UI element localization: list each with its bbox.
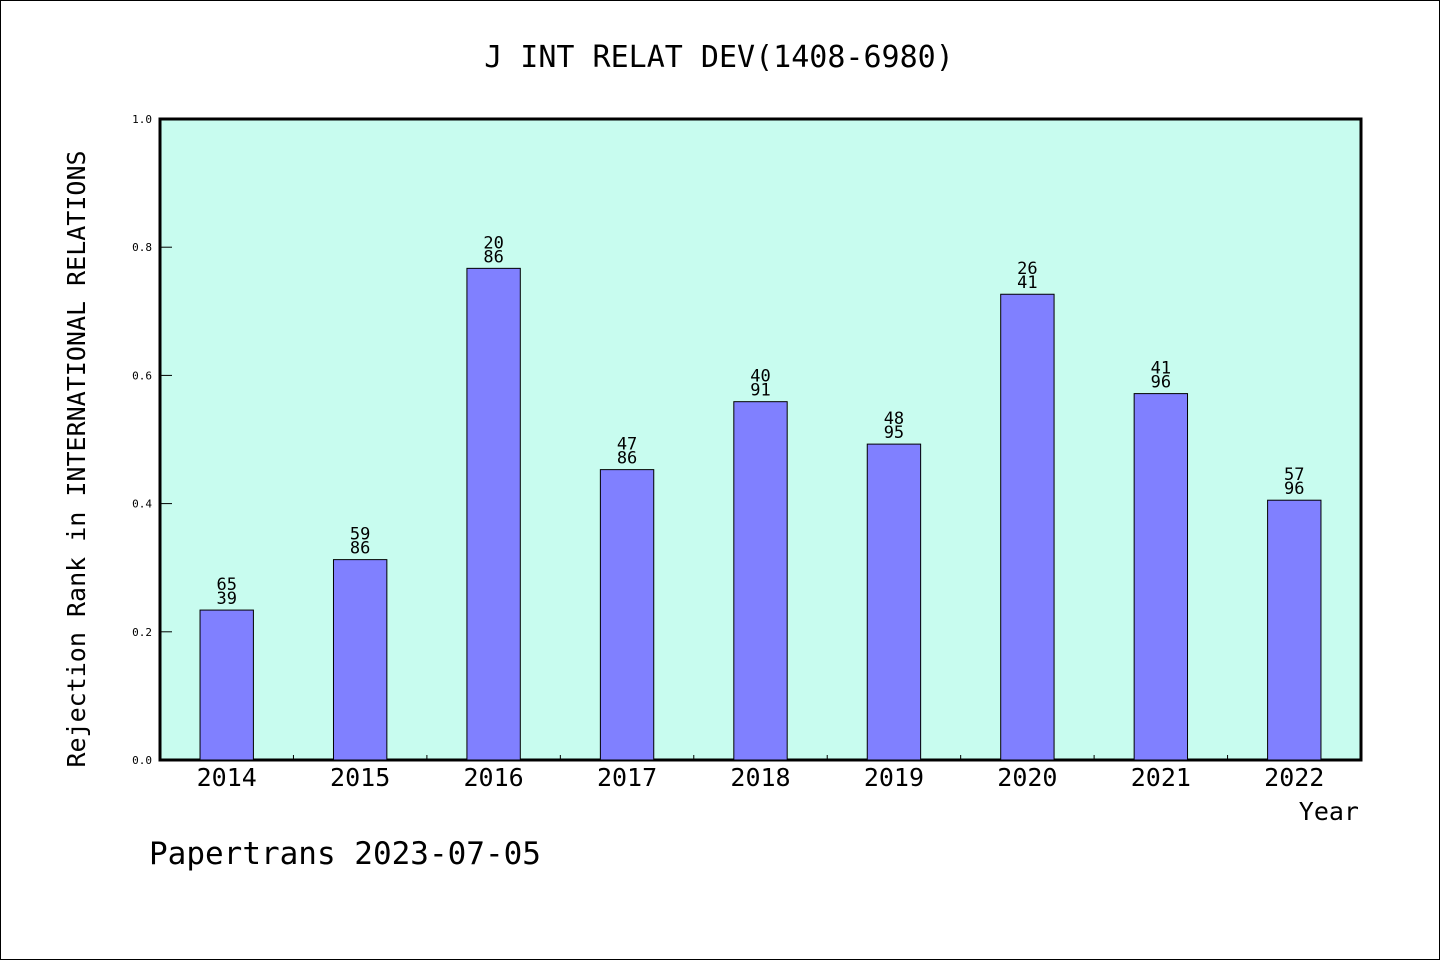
bar-label-bottom: 86 (350, 539, 370, 559)
bar-label-top: 48 (884, 409, 904, 429)
y-tick-label: 0.0 (132, 754, 152, 767)
bar-label-bottom: 91 (750, 381, 770, 401)
bar-label-top: 40 (750, 367, 770, 387)
bar (1267, 499, 1322, 761)
x-tick-label: 2016 (464, 763, 524, 792)
x-tick-label: 2022 (1264, 763, 1324, 792)
x-tick-label: 2018 (730, 763, 790, 792)
bar-label-bottom: 41 (1017, 273, 1037, 293)
x-tick-label: 2019 (864, 763, 924, 792)
bar-label-top: 59 (350, 525, 370, 545)
bar (1000, 293, 1055, 761)
x-tick-label: 2014 (197, 763, 257, 792)
bar-label-bottom: 86 (483, 247, 503, 267)
bar (599, 469, 655, 761)
y-axis-label: Rejection Rank in INTERNATIONAL RELATION… (62, 150, 91, 767)
y-tick-label: 0.4 (132, 498, 152, 511)
x-tick-label: 2017 (597, 763, 657, 792)
x-tick-label: 2020 (997, 763, 1057, 792)
bar-label-bottom: 96 (1151, 373, 1171, 393)
bar-label-top: 57 (1284, 465, 1304, 485)
y-tick-label: 0.8 (132, 241, 152, 254)
y-tick-label: 1.0 (132, 113, 152, 126)
footer-text: Papertrans 2023-07-05 (149, 836, 541, 872)
y-tick-label: 0.2 (132, 626, 152, 639)
bar-label-bottom: 39 (216, 589, 236, 609)
bar-label-top: 47 (617, 435, 637, 455)
bar-label-top: 20 (483, 233, 503, 253)
bar-label-bottom: 86 (617, 449, 637, 469)
x-tick-label: 2015 (330, 763, 390, 792)
bar-label-top: 65 (216, 575, 236, 595)
bar-label-bottom: 95 (884, 423, 904, 443)
bar-label-top: 41 (1151, 359, 1171, 379)
bar (866, 443, 922, 761)
x-axis-label: Year (1299, 797, 1359, 826)
x-axis: 2014 2015 2016 2017 2018 2019 2020 2021 2022 (197, 755, 1324, 792)
chart-title: J INT RELAT DEV(1408-6980) (484, 40, 954, 75)
y-axis: 0.0 0.2 0.4 0.6 0.8 1.0 (132, 113, 172, 767)
bar (1133, 393, 1189, 761)
bar (466, 267, 521, 761)
bar (332, 559, 388, 761)
bar-label-top: 26 (1017, 259, 1037, 279)
bar-label-bottom: 96 (1284, 479, 1304, 499)
x-tick-label: 2021 (1131, 763, 1191, 792)
y-tick-label: 0.6 (132, 369, 152, 382)
bar (199, 609, 254, 761)
bar (733, 401, 788, 761)
